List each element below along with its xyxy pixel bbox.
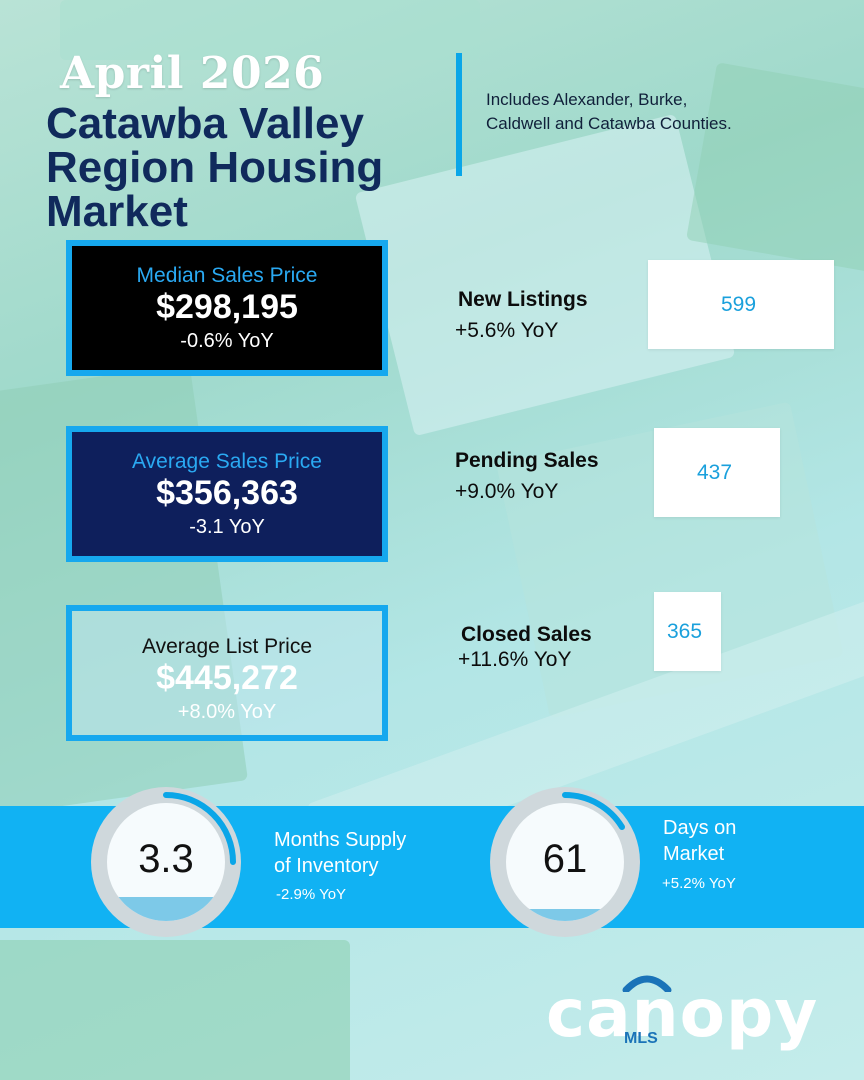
pending-sales-change: +9.0% YoY bbox=[455, 480, 559, 503]
canopy-roof-icon bbox=[622, 975, 672, 992]
median-sales-price-value: $298,195 bbox=[156, 288, 298, 326]
months-supply-gauge: 3.3 bbox=[91, 787, 241, 937]
gauge-progress-arc bbox=[562, 792, 625, 830]
average-list-price-value: $445,272 bbox=[156, 659, 298, 697]
closed-sales-box: 365 bbox=[654, 592, 721, 671]
average-sales-price-change: -3.1 YoY bbox=[189, 516, 265, 538]
closed-sales-change: +11.6% YoY bbox=[458, 648, 572, 671]
gauge-face: 3.3 bbox=[107, 803, 225, 921]
new-listings-change: +5.6% YoY bbox=[455, 319, 559, 342]
median-sales-price-change: -0.6% YoY bbox=[180, 330, 274, 352]
average-list-price-label: Average List Price bbox=[141, 635, 313, 658]
report-month: April 2026 bbox=[60, 48, 325, 99]
pending-sales-value: 437 bbox=[697, 461, 733, 484]
pending-sales-box: 437 bbox=[654, 428, 780, 517]
page-title-line-2: Region Housing bbox=[46, 143, 384, 192]
region-note-line-2: Caldwell and Catawba Counties. bbox=[486, 114, 732, 133]
months-supply-label: Months Supply of Inventory bbox=[274, 827, 406, 879]
canopy-logo-sub: MLS bbox=[624, 1030, 658, 1047]
months-supply-label-line-2: of Inventory bbox=[274, 855, 379, 877]
gauge-face: 61 bbox=[506, 803, 624, 921]
days-on-market-label-line-1: Days on bbox=[663, 817, 737, 839]
average-sales-price-value: $356,363 bbox=[156, 474, 298, 512]
median-sales-price-card: Median Sales Price $298,195 -0.6% YoY bbox=[66, 240, 388, 376]
months-supply-value: 3.3 bbox=[138, 837, 194, 881]
days-on-market-value: 61 bbox=[542, 837, 588, 881]
days-on-market-change: +5.2% YoY bbox=[662, 875, 736, 892]
months-supply-change: -2.9% YoY bbox=[276, 886, 347, 903]
background-shape bbox=[0, 940, 350, 1080]
region-note-line-1: Includes Alexander, Burke, bbox=[486, 90, 688, 109]
average-list-price-card: Average List Price $445,272 +8.0% YoY bbox=[66, 605, 388, 741]
closed-sales-value: 365 bbox=[667, 620, 703, 643]
new-listings-value: 599 bbox=[721, 293, 757, 316]
days-on-market-label-line-2: Market bbox=[663, 843, 725, 865]
closed-sales-label: Closed Sales bbox=[461, 623, 592, 646]
average-list-price-change: +8.0% YoY bbox=[177, 701, 277, 723]
days-on-market-label: Days on Market bbox=[663, 815, 736, 867]
new-listings-label: New Listings bbox=[458, 288, 588, 311]
page-title-line-3: Market bbox=[46, 187, 188, 236]
canopy-logo: canopy bbox=[546, 975, 819, 1052]
page-title-line-1: Catawba Valley bbox=[46, 99, 364, 148]
background-shape bbox=[60, 0, 480, 60]
header-divider bbox=[456, 53, 462, 176]
median-sales-price-label: Median Sales Price bbox=[136, 264, 318, 287]
gauge-fill bbox=[107, 897, 225, 921]
average-sales-price-card: Average Sales Price $356,363 -3.1 YoY bbox=[66, 426, 388, 562]
gauge-progress-arc bbox=[163, 792, 236, 865]
average-sales-price-label: Average Sales Price bbox=[132, 450, 322, 473]
months-supply-label-line-1: Months Supply bbox=[274, 829, 407, 851]
days-on-market-gauge: 61 bbox=[490, 787, 640, 937]
new-listings-box: 599 bbox=[648, 260, 834, 349]
region-note: Includes Alexander, Burke, Caldwell and … bbox=[486, 88, 806, 136]
pending-sales-label: Pending Sales bbox=[455, 449, 599, 472]
gauge-fill bbox=[506, 909, 624, 921]
